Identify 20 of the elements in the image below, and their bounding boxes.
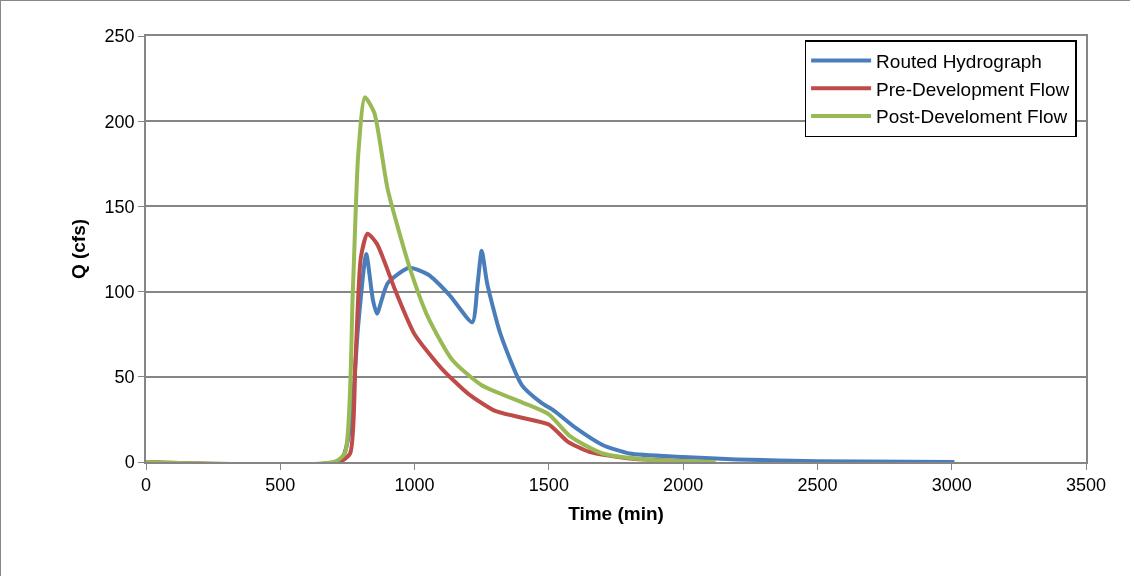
y-tick-label: 150 (104, 196, 135, 217)
x-tick-label: 1500 (528, 475, 569, 496)
y-axis-title: Q (cfs) (67, 218, 89, 280)
x-tick-label: 500 (265, 475, 296, 496)
y-tick-label: 250 (104, 26, 135, 47)
y-tick-label: 200 (104, 111, 135, 132)
legend-label: Pre-Development Flow (876, 78, 1070, 100)
x-tick-label: 0 (140, 475, 152, 496)
x-tick-label: 2500 (797, 475, 838, 496)
y-tick-label: 100 (104, 281, 135, 302)
x-axis-title: Time (min) (568, 502, 664, 524)
legend-label: Post-Develoment Flow (876, 106, 1068, 128)
y-tick-label: 0 (124, 452, 135, 473)
x-tick-label: 3000 (931, 475, 972, 496)
x-tick-label: 2000 (663, 475, 704, 496)
x-tick-label: 3500 (1065, 475, 1107, 496)
y-tick-label: 50 (114, 367, 135, 388)
legend-label: Routed Hydrograph (876, 51, 1042, 73)
line-series (146, 95, 718, 462)
x-tick-label: 1000 (394, 475, 435, 496)
